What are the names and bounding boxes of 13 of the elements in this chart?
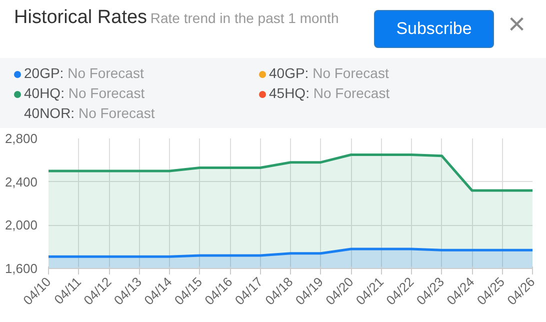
y-tick-label: 2,800	[4, 131, 38, 146]
y-tick-label: 2,400	[4, 174, 38, 190]
text: ×	[508, 7, 526, 43]
text: 40NOR: No Forecast	[24, 105, 155, 121]
y-tick-label: 2,000	[4, 218, 38, 233]
legend-label: 45HQ: No Forecast	[269, 85, 390, 101]
text: Subscribe	[374, 10, 494, 48]
legend-label: 20GP: No Forecast	[24, 65, 144, 81]
chart-title: Historical Rates	[14, 7, 148, 28]
chart-subtitle: Rate trend in the past 1 month	[150, 10, 339, 26]
y-tick-label: 1,600	[4, 261, 38, 276]
legend-label: 40GP: No Forecast	[269, 65, 389, 81]
legend-label: 40HQ: No Forecast	[24, 85, 145, 101]
